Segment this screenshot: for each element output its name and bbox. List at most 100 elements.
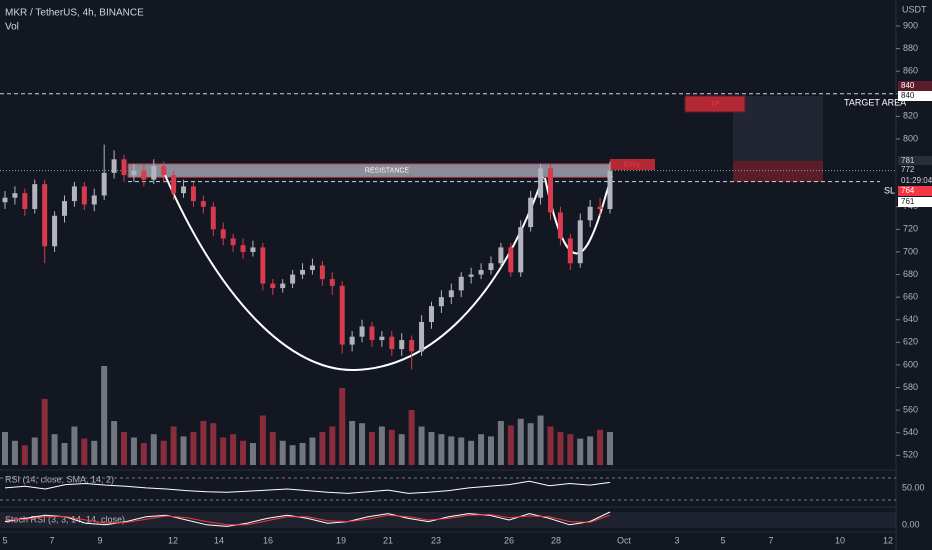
- volume-bar: [478, 434, 485, 465]
- sl-label: SL: [884, 185, 895, 195]
- candle-body: [409, 340, 415, 352]
- candle-body: [121, 159, 127, 176]
- date-label: 23: [431, 535, 441, 545]
- volume-bar: [557, 432, 564, 465]
- candle-body: [260, 247, 266, 284]
- date-label: 16: [263, 535, 273, 545]
- candle-body: [181, 186, 187, 194]
- price-tick-label: 560: [903, 404, 918, 414]
- candle-body: [538, 168, 544, 198]
- volume-bar: [220, 437, 227, 465]
- candle-body: [230, 238, 236, 246]
- candle-body: [190, 186, 196, 202]
- volume-bar: [140, 443, 147, 465]
- volume-bar: [597, 429, 604, 465]
- price-tag: [898, 156, 932, 166]
- price-tick-label: 820: [903, 111, 918, 121]
- candle-body: [468, 274, 474, 277]
- price-tick-label: 620: [903, 337, 918, 347]
- entry-label: Entry: [624, 161, 641, 168]
- volume-bar: [319, 432, 326, 465]
- volume-label: Vol: [5, 22, 19, 33]
- candle-body: [319, 265, 325, 280]
- price-tick-label: 600: [903, 359, 918, 369]
- candle-body: [71, 186, 77, 202]
- volume-bar: [398, 434, 405, 465]
- price-tag-label: 764: [901, 186, 915, 195]
- volume-bar: [388, 429, 395, 465]
- volume-bar: [160, 440, 167, 465]
- volume-bar: [249, 443, 256, 465]
- volume-bar: [190, 432, 197, 465]
- candle-body: [587, 206, 593, 221]
- candle-body: [607, 170, 613, 210]
- volume-bar: [150, 434, 157, 465]
- candle-body: [369, 326, 375, 341]
- price-tag-label: 772: [901, 165, 915, 174]
- volume-bar: [458, 437, 465, 465]
- candle-body: [220, 229, 226, 239]
- price-tag: [898, 91, 932, 101]
- price-tick-label: 720: [903, 224, 918, 234]
- price-tag-label: 840: [901, 81, 915, 90]
- stoch-k-line: [4, 511, 611, 527]
- symbol-title: MKR / TetherUS, 4h, BINANCE: [5, 8, 144, 19]
- candle-body: [547, 168, 553, 213]
- volume-bar: [349, 421, 356, 465]
- candle-body: [339, 285, 345, 345]
- volume-bar: [497, 421, 504, 465]
- volume-bar: [309, 437, 316, 465]
- candle-body: [478, 270, 484, 275]
- tp-box: [684, 95, 746, 113]
- price-tick-label: 520: [903, 450, 918, 460]
- volume-bar: [299, 443, 306, 465]
- price-tick-label: 900: [903, 20, 918, 30]
- price-tick-label: 680: [903, 269, 918, 279]
- volume-bar: [279, 440, 286, 465]
- candle-body: [200, 201, 206, 207]
- candle-body: [419, 321, 425, 352]
- reward-zone: [733, 96, 823, 161]
- date-label: 5: [720, 535, 725, 545]
- volume-bar: [21, 445, 28, 465]
- candle-body: [309, 265, 315, 271]
- candle-body: [488, 263, 494, 271]
- candle-body: [62, 201, 68, 216]
- handle-curve: [544, 175, 613, 255]
- volume-bar: [180, 436, 187, 465]
- volume-bar: [51, 434, 58, 465]
- volume-bar: [527, 423, 534, 465]
- candle-body: [81, 186, 87, 205]
- price-tag-label: 761: [901, 197, 915, 206]
- price-tag: [898, 165, 932, 175]
- date-label: 7: [49, 535, 54, 545]
- target-area-label: TARGET AREA: [844, 97, 906, 107]
- volume-bar: [587, 436, 594, 465]
- price-tick-label: 660: [903, 292, 918, 302]
- volume-bar: [210, 423, 217, 465]
- volume-bar: [230, 434, 237, 465]
- date-label: 9: [97, 535, 102, 545]
- volume-bar: [31, 437, 38, 465]
- volume-bar: [607, 432, 613, 465]
- candle-body: [161, 166, 167, 176]
- candle-body: [111, 159, 117, 173]
- date-label: 3: [674, 535, 679, 545]
- volume-bar: [567, 434, 574, 465]
- candle-body: [171, 175, 177, 194]
- price-tag: [898, 81, 932, 91]
- volume-bar: [537, 415, 544, 465]
- volume-bar: [359, 423, 366, 465]
- volume-bar: [289, 445, 296, 465]
- date-label: 28: [551, 535, 561, 545]
- candle-body: [577, 220, 583, 264]
- candle-body: [399, 340, 405, 350]
- volume-bar: [121, 432, 128, 465]
- price-tag: [898, 197, 932, 207]
- price-tick-label: 540: [903, 427, 918, 437]
- rsi-line: [4, 480, 611, 494]
- date-label: 10: [835, 535, 845, 545]
- candle-body: [528, 197, 534, 228]
- date-label: 12: [883, 535, 893, 545]
